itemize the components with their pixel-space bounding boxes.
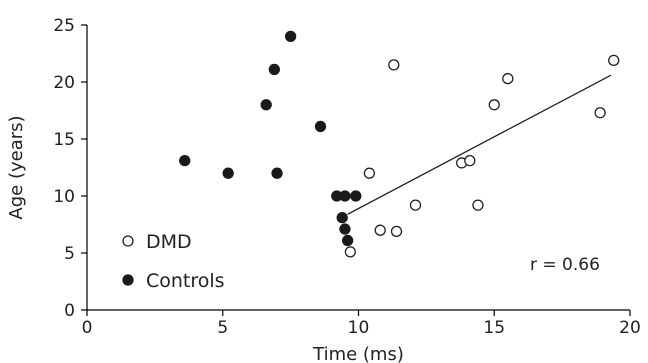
x-axis-title: Time (ms) xyxy=(312,344,404,363)
controls-point-9 xyxy=(350,190,362,202)
data-points xyxy=(179,30,620,258)
dmd-point-10 xyxy=(502,72,514,85)
controls-point-10 xyxy=(336,212,348,224)
dmd-point-8 xyxy=(472,199,484,211)
controls-point-8 xyxy=(339,190,351,202)
dmd-point-0 xyxy=(344,246,357,258)
dmd-point-12 xyxy=(608,54,620,66)
legend: DMD Controls xyxy=(122,231,225,292)
controls-point-12 xyxy=(341,234,354,247)
y-tick-label-1: 5 xyxy=(64,244,75,264)
y-tick-label-2: 10 xyxy=(53,187,75,207)
legend-marker-controls xyxy=(122,274,134,286)
y-tick-label-4: 20 xyxy=(53,73,75,93)
y-ticks: 0 5 10 15 20 25 xyxy=(53,16,87,321)
legend-marker-dmd xyxy=(122,235,134,247)
controls-point-11 xyxy=(339,223,351,235)
dmd-point-11 xyxy=(594,107,606,119)
x-tick-label-4: 20 xyxy=(619,318,641,338)
x-ticks: 0 5 10 15 20 xyxy=(82,310,641,338)
dmd-point-1 xyxy=(374,224,386,236)
dmd-regression-line xyxy=(347,74,612,215)
controls-point-5 xyxy=(284,30,297,43)
dmd-point-9 xyxy=(488,99,500,111)
fit-line-group xyxy=(347,74,612,215)
x-tick-label-0: 0 xyxy=(82,318,93,338)
controls-point-2 xyxy=(260,99,272,111)
legend-label-dmd: DMD xyxy=(146,231,192,253)
controls-point-0 xyxy=(179,155,191,167)
legend-label-controls: Controls xyxy=(146,270,225,292)
dmd-point-4 xyxy=(363,167,376,179)
x-tick-label-2: 10 xyxy=(348,318,370,338)
y-tick-label-3: 15 xyxy=(53,130,75,150)
x-tick-label-3: 15 xyxy=(483,318,505,338)
x-tick-label-1: 5 xyxy=(217,318,228,338)
y-tick-label-5: 25 xyxy=(53,16,75,36)
dmd-point-2 xyxy=(390,225,403,237)
dmd-point-3 xyxy=(409,199,422,211)
controls-point-3 xyxy=(268,63,280,76)
dmd-point-7 xyxy=(464,155,476,167)
controls-point-6 xyxy=(314,120,327,133)
controls-point-1 xyxy=(222,167,234,179)
dmd-point-5 xyxy=(388,59,400,71)
controls-point-4 xyxy=(271,167,283,179)
correlation-annotation: r = 0.66 xyxy=(530,255,600,275)
y-tick-label-0: 0 xyxy=(64,301,75,321)
y-axis-title: Age (years) xyxy=(6,115,27,219)
